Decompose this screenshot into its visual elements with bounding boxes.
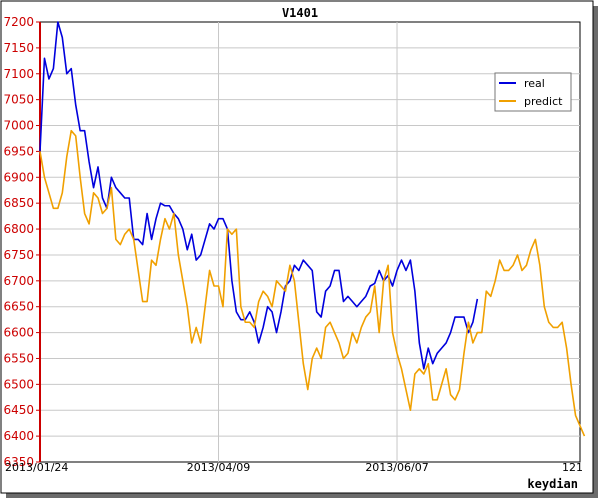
x-tick-label: 121	[562, 461, 583, 474]
y-tick-label: 6500	[3, 377, 34, 391]
y-tick-label: 7050	[3, 93, 34, 107]
y-tick-label: 6950	[3, 144, 34, 158]
series-line-real	[39, 21, 479, 370]
y-tick-label: 6900	[3, 170, 34, 184]
y-tick-label: 6600	[3, 326, 34, 340]
legend: real predict	[494, 72, 572, 112]
y-tick-label: 7000	[3, 119, 34, 133]
y-tick-label: 6650	[3, 300, 34, 314]
y-tick-label: 6750	[3, 248, 34, 262]
y-tick-label: 6450	[3, 403, 34, 417]
grid-lines	[40, 22, 580, 462]
series-group	[39, 21, 586, 437]
legend-label-real: real	[524, 77, 545, 90]
x-axis-label: keydian	[527, 477, 578, 491]
y-tick-label: 6850	[3, 196, 34, 210]
legend-box	[494, 72, 572, 112]
y-tick-label: 6700	[3, 274, 34, 288]
chart-title: V1401	[282, 6, 318, 20]
y-tick-label: 6400	[3, 429, 34, 443]
x-axis-ticks: 2013/01/24 2013/04/09 2013/06/07 121	[5, 461, 583, 474]
series-line-predict	[39, 129, 586, 437]
y-tick-label: 7200	[3, 15, 34, 29]
x-tick-label: 2013/04/09	[187, 461, 250, 474]
y-tick-label: 6350	[3, 455, 34, 469]
legend-label-predict: predict	[524, 95, 563, 108]
y-tick-label: 6800	[3, 222, 34, 236]
y-tick-label: 6550	[3, 351, 34, 365]
x-tick-label: 2013/06/07	[365, 461, 428, 474]
x-tick-label: 2013/01/24	[5, 461, 68, 474]
plot-area	[39, 21, 581, 463]
y-tick-label: 7150	[3, 41, 34, 55]
y-tick-label: 7100	[3, 67, 34, 81]
y-axis-ticks: 6350 6400 6450 6500 6550 6600 6650 6700 6750 6800…	[3, 15, 40, 469]
